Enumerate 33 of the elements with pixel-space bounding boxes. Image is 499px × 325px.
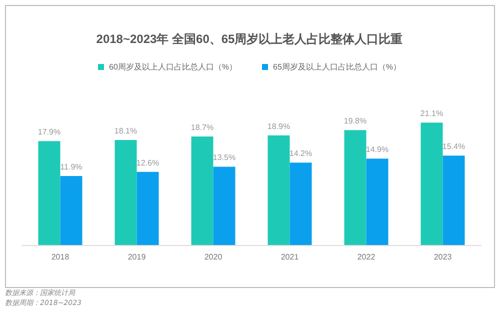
data-label: 18.7% (190, 123, 214, 132)
legend-label: 60周岁及以上人口占比总人口（%） (108, 62, 238, 72)
data-label: 14.9% (366, 145, 389, 154)
bar (60, 176, 82, 245)
data-label: 14.2% (289, 149, 312, 158)
x-tick-label: 2021 (280, 252, 300, 262)
data-label: 15.4% (442, 142, 466, 152)
data-label: 13.5% (212, 153, 236, 162)
data-label: 11.9% (60, 162, 82, 172)
data-label: 21.1% (420, 109, 444, 118)
bar (191, 136, 214, 245)
bar (114, 140, 137, 245)
bar (420, 122, 443, 245)
bar (366, 158, 388, 245)
x-tick-label: 2018 (51, 252, 70, 262)
bar (268, 135, 290, 245)
bar (38, 141, 60, 245)
data-label: 18.1% (114, 126, 138, 136)
legend-label: 65周岁及以上人口占比总人口（%） (273, 62, 402, 72)
data-label: 18.9% (267, 122, 290, 131)
x-tick-label: 2020 (204, 252, 223, 262)
chart-title: 2018~2023年 全国60、65周岁以上老人占比整体人口比重 (96, 32, 403, 46)
bar (344, 130, 366, 245)
data-label: 17.9% (38, 128, 61, 137)
data-label: 12.6% (136, 158, 160, 168)
bar (290, 162, 312, 245)
bar (136, 172, 159, 245)
x-tick-label: 2019 (128, 252, 146, 262)
data-label: 19.8% (344, 116, 367, 126)
x-tick-label: 2022 (357, 252, 376, 262)
bar (213, 166, 236, 245)
bar (442, 156, 465, 245)
x-tick-label: 2023 (434, 252, 452, 262)
